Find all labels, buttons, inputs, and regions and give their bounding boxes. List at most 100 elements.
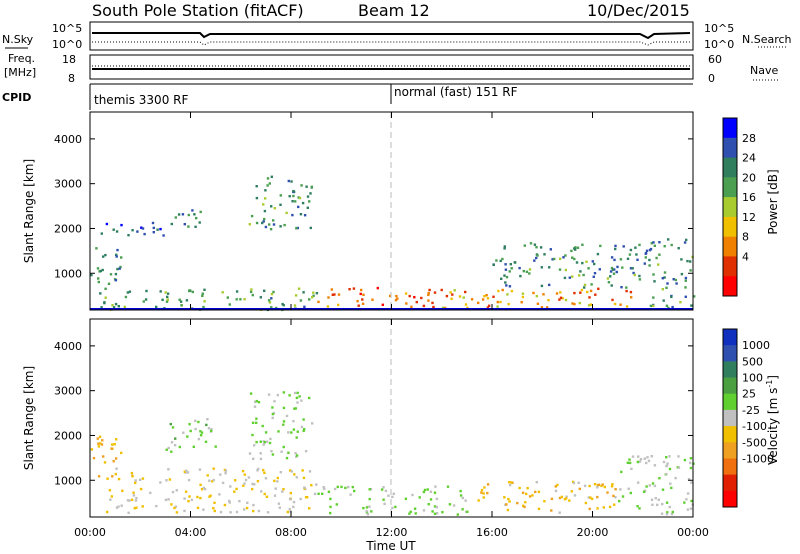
velocity-cell — [310, 484, 313, 487]
power-cell — [290, 180, 293, 183]
velocity-cell — [587, 496, 590, 499]
velocity-cell — [526, 487, 529, 490]
velocity-cell — [233, 490, 236, 493]
power-cell — [670, 243, 673, 247]
power-cell — [394, 298, 398, 302]
velocity-cell — [600, 484, 603, 488]
velocity-cell — [597, 483, 601, 486]
velocity-cell — [120, 451, 123, 455]
power-cell — [177, 213, 181, 216]
power-cell — [613, 302, 617, 306]
power-cell — [104, 296, 107, 299]
power-cell — [563, 276, 567, 280]
velocity-cell — [182, 431, 185, 434]
cpid-segment-2: normal (fast) 151 RF — [394, 85, 518, 99]
power-cell — [508, 270, 511, 273]
power-cell — [581, 261, 584, 265]
power-cell — [497, 289, 500, 293]
power-cell — [658, 241, 661, 244]
power-cell — [297, 196, 300, 199]
velocity-cell — [183, 470, 186, 473]
power-cell — [299, 299, 303, 302]
power-cell — [193, 213, 196, 216]
velocity-cell — [380, 488, 384, 491]
power-cell — [532, 291, 535, 295]
velocity-cell — [221, 481, 225, 485]
power-cell — [510, 289, 514, 293]
velocity-cell — [251, 421, 255, 424]
power-cell — [295, 227, 298, 230]
velocity-cell — [366, 513, 370, 516]
velocity-cell — [550, 497, 554, 501]
power-cell — [652, 273, 655, 276]
power-cell — [573, 291, 576, 295]
velocity-cell — [155, 504, 158, 508]
power-cell — [638, 274, 641, 278]
power-cell — [201, 294, 204, 297]
power-cell — [610, 266, 614, 270]
power-cell — [297, 205, 300, 209]
velocity-cell — [333, 487, 337, 491]
x-tick-label: 04:00 — [175, 526, 207, 539]
power-cell — [549, 248, 552, 251]
power-cell — [141, 227, 145, 230]
power-cell — [250, 214, 254, 218]
power-cell — [333, 293, 336, 296]
power-cell — [270, 292, 274, 296]
velocity-cell — [278, 506, 281, 509]
velocity-cell — [138, 478, 142, 481]
velocity-cell — [427, 503, 430, 506]
power-cell — [587, 304, 591, 307]
velocity-cell — [335, 503, 338, 506]
power-cell — [136, 230, 139, 233]
velocity-cell — [213, 501, 216, 504]
power-cell — [166, 298, 169, 301]
power-cell — [450, 297, 453, 300]
velocity-cell — [677, 466, 681, 469]
velocity-cell — [643, 457, 646, 460]
velocity-cell — [674, 476, 677, 480]
velocity-cell — [264, 431, 268, 434]
velocity-cell — [668, 467, 672, 471]
velocity-cell — [329, 511, 332, 515]
power-cell — [587, 267, 590, 270]
velocity-cell — [243, 508, 246, 511]
velocity-cell — [186, 435, 189, 438]
power-cell — [505, 275, 509, 279]
velocity-cell — [295, 436, 298, 439]
colorbar-tick-label: -25 — [742, 404, 760, 417]
velocity-cell — [619, 488, 622, 491]
colorbar-swatch — [723, 361, 737, 379]
velocity-cell — [282, 420, 286, 423]
colorbar-swatch — [723, 442, 737, 459]
velocity-cell — [362, 506, 365, 510]
velocity-cell — [199, 496, 202, 500]
power-cell — [99, 269, 102, 273]
velocity-cell — [174, 505, 178, 508]
power-cell — [519, 274, 522, 278]
power-cell — [629, 267, 633, 270]
power-cell — [496, 300, 499, 304]
velocity-cell — [382, 486, 385, 489]
power-cell — [551, 258, 554, 261]
velocity-cell — [190, 498, 194, 502]
power-cell — [312, 294, 315, 297]
velocity-cell — [303, 486, 306, 489]
velocity-cell — [167, 468, 170, 471]
velocity-cell — [483, 486, 486, 489]
velocity-cell — [289, 498, 292, 501]
velocity-cell — [203, 488, 207, 491]
velocity-cell — [347, 485, 350, 489]
power-cell — [558, 268, 562, 271]
power-cell — [583, 283, 587, 287]
velocity-cell — [108, 489, 112, 492]
power-cell — [294, 200, 297, 203]
velocity-cell — [170, 450, 173, 453]
velocity-cell — [281, 490, 284, 493]
velocity-cell — [184, 490, 188, 493]
velocity-cell — [611, 483, 614, 486]
power-cell — [181, 213, 185, 216]
velocity-colorbar-ticks: 1000 500 100 25 -25 -100 -500 -1000 — [742, 339, 774, 465]
velocity-cell — [384, 489, 388, 493]
velocity-cell — [590, 497, 594, 500]
